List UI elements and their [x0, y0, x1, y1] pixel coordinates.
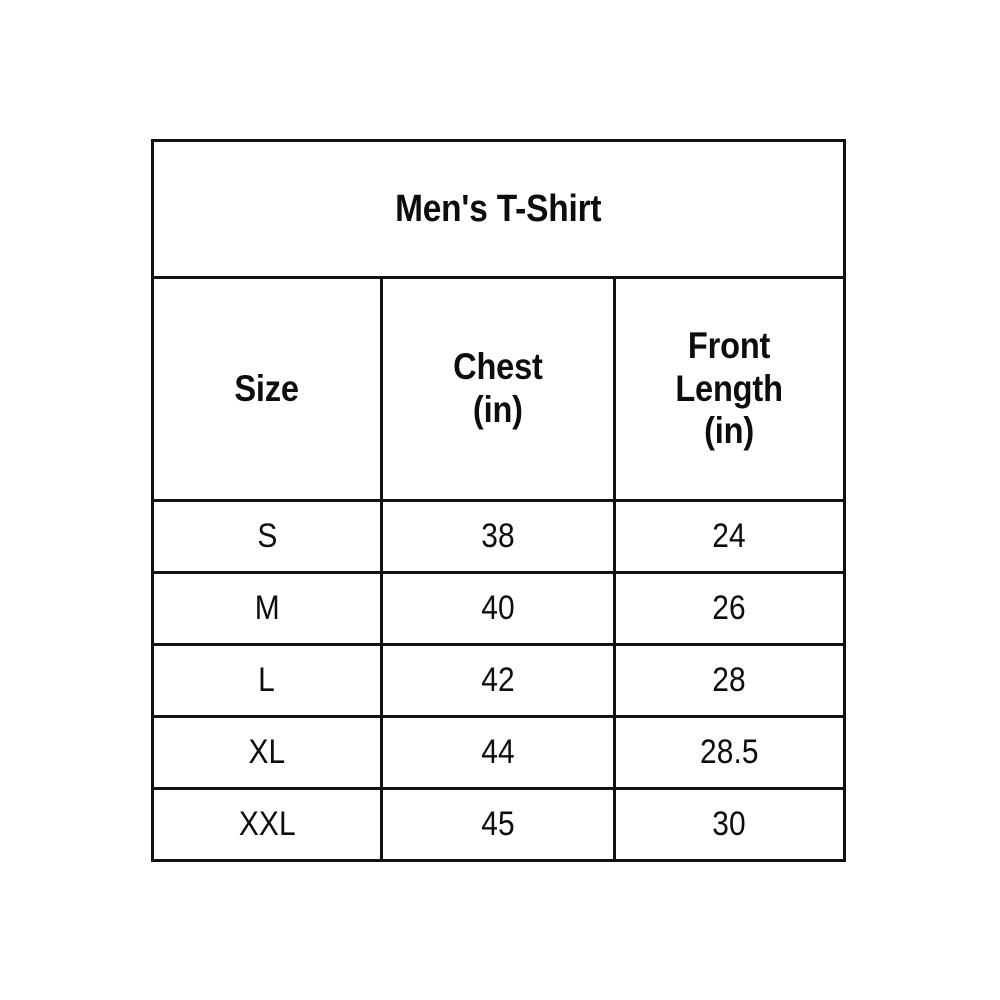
table-title: Men's T-Shirt	[395, 187, 602, 230]
cell-chest: 44	[380, 715, 616, 790]
column-header-front-length-label: Front Length (in)	[675, 324, 784, 452]
column-header-size: Size	[151, 276, 383, 502]
cell-chest: 38	[380, 499, 616, 574]
cell-front-length-value: 30	[712, 805, 747, 844]
cell-front-length-value: 26	[712, 589, 747, 628]
table-title-cell: Men's T-Shirt	[151, 139, 846, 279]
cell-size: XXL	[151, 787, 383, 862]
cell-front-length: 24	[613, 499, 846, 574]
cell-size-value: M	[254, 589, 280, 628]
cell-chest: 40	[380, 571, 616, 646]
cell-size: S	[151, 499, 383, 574]
size-chart-table: Men's T-Shirt Size Chest (in) Front Leng…	[151, 139, 846, 862]
column-header-chest-label: Chest (in)	[453, 346, 543, 430]
cell-chest: 45	[380, 787, 616, 862]
table-row: XL 44 28.5	[151, 715, 846, 790]
cell-size: M	[151, 571, 383, 646]
cell-size: L	[151, 643, 383, 718]
table-title-row: Men's T-Shirt	[151, 139, 846, 279]
cell-size-value: XL	[248, 733, 286, 772]
cell-front-length: 28	[613, 643, 846, 718]
cell-front-length: 30	[613, 787, 846, 862]
column-header-front-length: Front Length (in)	[613, 276, 846, 502]
table-row: S 38 24	[151, 499, 846, 574]
column-header-size-label: Size	[234, 368, 300, 410]
table-header-row: Size Chest (in) Front Length (in)	[151, 276, 846, 502]
table-row: XXL 45 30	[151, 787, 846, 862]
cell-size: XL	[151, 715, 383, 790]
cell-chest-value: 44	[481, 733, 515, 772]
cell-size-value: XXL	[238, 805, 296, 844]
cell-chest-value: 38	[481, 517, 515, 556]
cell-front-length-value: 28	[712, 661, 747, 700]
cell-front-length-value: 24	[712, 517, 747, 556]
cell-front-length: 26	[613, 571, 846, 646]
cell-size-value: S	[256, 517, 278, 556]
cell-chest: 42	[380, 643, 616, 718]
table-row: L 42 28	[151, 643, 846, 718]
cell-front-length-value: 28.5	[700, 733, 759, 772]
column-header-chest: Chest (in)	[380, 276, 616, 502]
cell-front-length: 28.5	[613, 715, 846, 790]
cell-size-value: L	[258, 661, 276, 700]
cell-chest-value: 40	[481, 589, 515, 628]
cell-chest-value: 42	[481, 661, 515, 700]
table-row: M 40 26	[151, 571, 846, 646]
cell-chest-value: 45	[481, 805, 515, 844]
